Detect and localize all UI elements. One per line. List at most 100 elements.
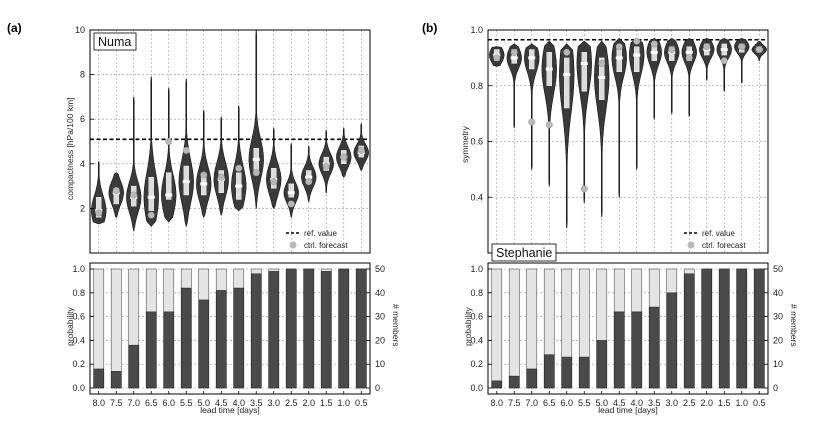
bar-ticks-a: 0.0 0.2 0.4 0.6 0.8 1.0 0 10 20 30 40 50 8.0 7.5 7.0 6.…	[72, 264, 385, 408]
bar-probability	[303, 268, 315, 389]
ctrl-forecast-point	[95, 209, 103, 217]
bar-probability	[701, 268, 713, 389]
violin-body	[611, 38, 627, 198]
ctrl-forecast-point	[545, 121, 553, 129]
panel-label-a: (a)	[7, 21, 22, 35]
panel-a: 2 4 6 8 10 Numa compactness [hPa/100 km] ref…	[65, 25, 401, 415]
ctrl-forecast-point	[287, 200, 295, 208]
bar-probability	[93, 368, 105, 389]
ctrl-forecast-point	[130, 191, 138, 199]
ctrl-forecast-point	[668, 46, 676, 54]
bar-ytick-label: 1.0	[470, 264, 483, 274]
iqr-box	[148, 176, 154, 211]
ctrl-forecast-point	[305, 178, 313, 186]
bar-probability	[736, 268, 748, 389]
ctrl-forecast-point	[322, 162, 330, 170]
bar-ytick-label: 0.8	[72, 288, 85, 298]
bar-probability	[355, 268, 367, 389]
ctrl-forecast-point	[493, 54, 501, 62]
ytick-label: 10	[75, 25, 85, 35]
xtick-label: 1.5	[718, 398, 731, 408]
bar-ylabel2-b: # members	[789, 304, 799, 347]
xtick-label: 7.5	[508, 398, 521, 408]
ctrl-forecast-point	[147, 211, 155, 219]
bar-ytick-label: 1.0	[72, 264, 85, 274]
violin-yticks-a: 2 4 6 8 10	[75, 25, 94, 213]
xtick-label: 3.5	[250, 398, 263, 408]
ctrl-forecast-point	[235, 164, 243, 172]
legend-ctrl-swatch-b	[687, 241, 695, 249]
bar-total	[110, 268, 122, 389]
bar-probability	[180, 287, 192, 389]
bar-probability	[508, 375, 520, 389]
xtick-label: 2.0	[700, 398, 713, 408]
median-marker	[598, 75, 606, 79]
bar-ytick2-label: 0	[375, 383, 380, 393]
ytick-label: 4	[80, 159, 85, 169]
iqr-box	[218, 170, 224, 193]
ytick-label: 0.4	[470, 192, 483, 202]
xtick-label: 0.5	[753, 398, 766, 408]
violin-body	[576, 40, 592, 204]
violin-body	[559, 43, 575, 229]
violin-ylabel-a: compactness [hPa/100 km]	[65, 97, 75, 200]
median-marker	[235, 184, 243, 188]
violin-yticks-b: 0.4 0.6 0.8 1.0	[470, 25, 492, 202]
xtick-label: 6.5	[145, 398, 158, 408]
bar-ytick2-label: 30	[375, 312, 385, 322]
xtick-label: 4.5	[215, 398, 228, 408]
bar-frame-a	[89, 262, 371, 395]
ctrl-forecast-point	[598, 59, 606, 67]
ctrl-forecast-point	[738, 43, 746, 51]
bar-ytick2-label: 20	[773, 335, 783, 345]
ytick-label: 0.6	[470, 137, 483, 147]
xtick-label: 8.0	[490, 398, 503, 408]
iqr-box	[288, 183, 294, 198]
ctrl-forecast-point	[510, 48, 518, 56]
xtick-label: 4.5	[613, 398, 626, 408]
violin-body	[213, 116, 229, 216]
ytick-label: 8	[80, 70, 85, 80]
xtick-label: 5.0	[197, 398, 210, 408]
xtick-label: 7.5	[110, 398, 123, 408]
ctrl-forecast-point	[200, 171, 208, 179]
median-marker	[252, 157, 260, 161]
bar-ylabel-a: probability	[65, 307, 75, 346]
legend-ref-label-b: ref. value	[702, 229, 735, 238]
violin-body	[716, 38, 732, 92]
iqr-box	[166, 172, 172, 200]
median-marker	[685, 50, 693, 54]
iqr-box	[96, 197, 102, 218]
legend-ctrl-label-a: ctrl. forecast	[304, 241, 348, 250]
ctrl-forecast-point	[165, 137, 173, 145]
iqr-box	[581, 52, 587, 92]
xtick-label: 8.0	[92, 398, 105, 408]
ctrl-forecast-point	[340, 153, 348, 161]
violin-frame-b	[487, 29, 769, 254]
violin-body	[681, 38, 697, 117]
xtick-label: 6.5	[543, 398, 556, 408]
bar-frame-b	[487, 262, 769, 395]
bar-ytick2-label: 20	[375, 335, 385, 345]
xlabel-a: lead time [days]	[200, 405, 260, 415]
violin-body	[664, 38, 680, 114]
legend-ref-label-a: ref. value	[304, 229, 337, 238]
violins-a	[91, 29, 369, 231]
xtick-label: 6.0	[162, 398, 175, 408]
xtick-label: 5.5	[180, 398, 193, 408]
xtick-label: 7.0	[525, 398, 538, 408]
storm-name-a: Numa	[98, 35, 131, 49]
bar-ytick-label: 0.2	[72, 359, 85, 369]
bar-probability	[320, 271, 332, 389]
panel-b: 0.4 0.6 0.8 1.0 Stephanie symmetry ref. val…	[460, 25, 799, 415]
violin-body	[646, 38, 662, 120]
xtick-label: 3.0	[665, 398, 678, 408]
bar-ytick-label: 0.6	[470, 312, 483, 322]
storm-name-b: Stephanie	[496, 246, 552, 260]
bar-probability	[268, 271, 280, 389]
legend-a: ref. value ctrl. forecast	[286, 229, 348, 250]
violin-body	[161, 87, 177, 223]
bar-probability	[578, 356, 590, 389]
ctrl-forecast-point	[633, 37, 641, 45]
panel-label-b: (b)	[422, 21, 437, 35]
